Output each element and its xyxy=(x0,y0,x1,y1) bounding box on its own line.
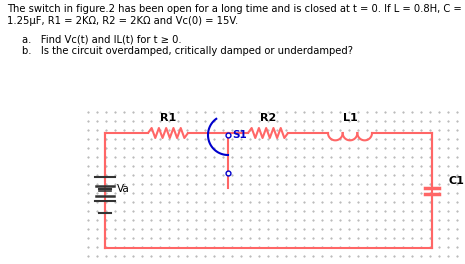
Text: S1: S1 xyxy=(232,130,247,140)
Text: b.   Is the circuit overdamped, critically damped or underdamped?: b. Is the circuit overdamped, critically… xyxy=(22,46,353,56)
Text: C1: C1 xyxy=(448,176,464,186)
Text: R1: R1 xyxy=(160,113,176,123)
Text: The switch in figure.2 has been open for a long time and is closed at t = 0. If : The switch in figure.2 has been open for… xyxy=(7,4,462,14)
Text: Va: Va xyxy=(117,183,130,194)
Text: 1.25μF, R1 = 2KΩ, R2 = 2KΩ and Vc(0) = 15V.: 1.25μF, R1 = 2KΩ, R2 = 2KΩ and Vc(0) = 1… xyxy=(7,16,238,26)
Text: R2: R2 xyxy=(260,113,276,123)
Text: L1: L1 xyxy=(343,113,358,123)
Text: a.   Find Vc(t) and IL(t) for t ≥ 0.: a. Find Vc(t) and IL(t) for t ≥ 0. xyxy=(22,34,182,44)
